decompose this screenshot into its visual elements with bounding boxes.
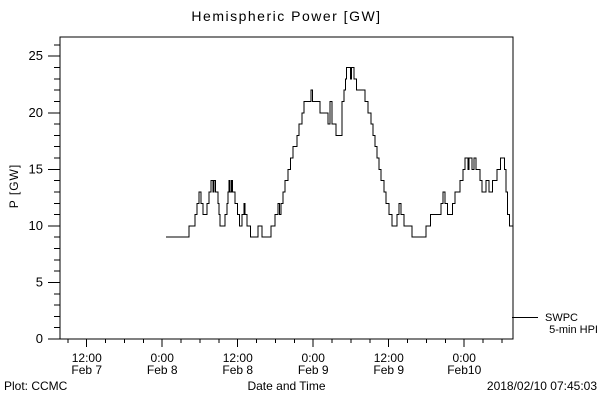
x-tick-time-label: 12:00 xyxy=(72,351,102,365)
x-tick-date-label: Feb10 xyxy=(447,363,481,377)
legend: SWPC 5-min HPI xyxy=(512,311,599,336)
legend-source-label: SWPC xyxy=(545,311,578,324)
x-tick-time-label: 0:00 xyxy=(453,351,477,365)
x-tick-date-label: Feb 9 xyxy=(298,363,329,377)
y-tick-label: 0 xyxy=(36,331,43,346)
hpi-step-line xyxy=(166,67,513,238)
x-axis-title: Date and Time xyxy=(247,379,326,393)
x-tick-date-label: Feb 8 xyxy=(147,363,178,377)
plot-frame xyxy=(59,36,514,340)
chart-title: Hemispheric Power [GW] xyxy=(191,8,382,24)
x-tick-date-label: Feb 7 xyxy=(71,363,102,377)
y-tick-label: 20 xyxy=(29,105,43,120)
generated-timestamp: 2018/02/10 07:45:03 xyxy=(486,379,597,393)
plot-source-label: Plot: CCMC xyxy=(4,379,68,393)
y-tick-label: 15 xyxy=(29,161,43,176)
x-tick-time-label: 12:00 xyxy=(374,351,404,365)
y-tick-label: 10 xyxy=(29,218,43,233)
x-tick-date-label: Feb 8 xyxy=(222,363,253,377)
legend-series-label: 5-min HPI xyxy=(549,324,598,336)
x-tick-time-label: 0:00 xyxy=(151,351,175,365)
x-tick-time-label: 0:00 xyxy=(302,351,326,365)
y-tick-label: 25 xyxy=(29,48,43,63)
y-tick-label: 5 xyxy=(36,274,43,289)
x-tick-date-label: Feb 9 xyxy=(373,363,404,377)
x-tick-time-label: 12:00 xyxy=(223,351,253,365)
y-axis-title: P [GW] xyxy=(7,163,21,209)
legend-line-sample xyxy=(512,317,538,318)
